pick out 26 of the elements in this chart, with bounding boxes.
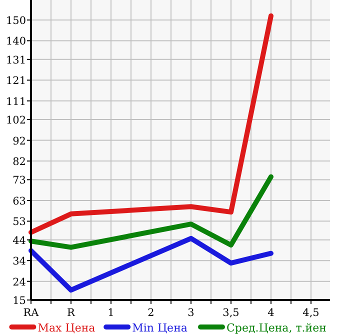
x-tick-label: 4 (268, 307, 275, 319)
y-tick-label: 44 (12, 234, 26, 247)
y-tick-label: 102 (6, 114, 26, 127)
y-tick-label: 111 (6, 96, 26, 108)
x-tick-label: 3,5 (222, 307, 240, 319)
y-tick-label: 92 (12, 135, 26, 148)
y-tick-label: 131 (6, 54, 26, 66)
y-tick-label: 82 (12, 156, 26, 168)
y-tick-label: 121 (6, 75, 26, 88)
y-tick-label: 140 (6, 36, 26, 48)
x-tick-label: 1 (108, 307, 114, 319)
x-tick-label: 2 (148, 307, 154, 319)
y-tick-label: 34 (12, 256, 26, 268)
legend-label: Сред.Цена, т.йен (226, 322, 326, 334)
y-tick-label: 15 (12, 295, 26, 307)
y-tick-label: 24 (12, 276, 26, 288)
legend-label: Min Цена (132, 322, 188, 334)
x-tick-label: 4,5 (302, 307, 320, 319)
legend-label: Max Цена (38, 322, 96, 334)
y-tick-label: 53 (12, 216, 26, 228)
x-tick-label: R (67, 307, 76, 319)
x-tick-label: RA (23, 307, 40, 319)
x-tick-label: 3 (188, 307, 194, 319)
y-tick-label: 150 (6, 14, 26, 27)
y-tick-label: 63 (12, 195, 26, 208)
y-tick-label: 73 (12, 174, 26, 187)
